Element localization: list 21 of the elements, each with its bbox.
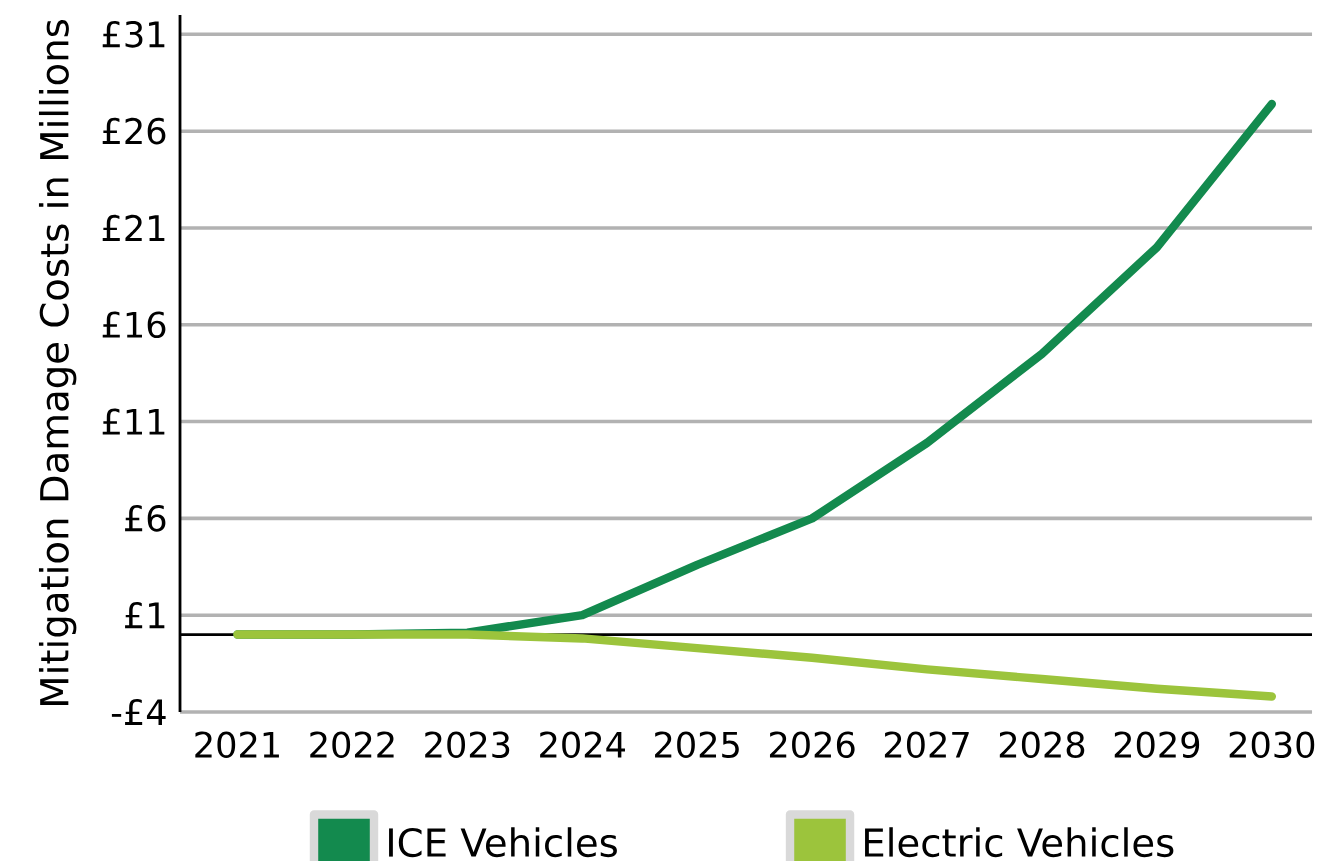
x-tick-label: 2030: [1229, 731, 1315, 759]
y-tick-label: £1: [125, 602, 165, 629]
x-tick-label: 2029: [1114, 731, 1200, 759]
x-tick-label: 2026: [769, 731, 855, 759]
y-tick-label: £31: [102, 21, 165, 48]
x-tick-label: 2025: [655, 731, 739, 759]
x-tick-label: 2024: [540, 731, 625, 759]
y-tick-label: £11: [102, 408, 165, 435]
x-tick-label: 2027: [884, 731, 969, 759]
y-axis-title: Mitigation Damage Costs in Millions: [38, 20, 77, 705]
x-tick-label: 2023: [425, 731, 510, 759]
x-tick-label: 2022: [310, 731, 394, 759]
x-tick-label: 2021: [195, 731, 279, 759]
legend-label: Electric Vehicles: [865, 827, 1174, 858]
legend-label: ICE Vehicles: [389, 827, 617, 858]
x-tick-label: 2028: [999, 731, 1085, 759]
y-tick-label: £6: [125, 505, 166, 532]
y-tick-label: £26: [102, 117, 166, 145]
y-tick-label: £21: [102, 214, 165, 241]
y-tick-label: £16: [102, 311, 166, 339]
y-tick-label: -£4: [111, 698, 166, 726]
